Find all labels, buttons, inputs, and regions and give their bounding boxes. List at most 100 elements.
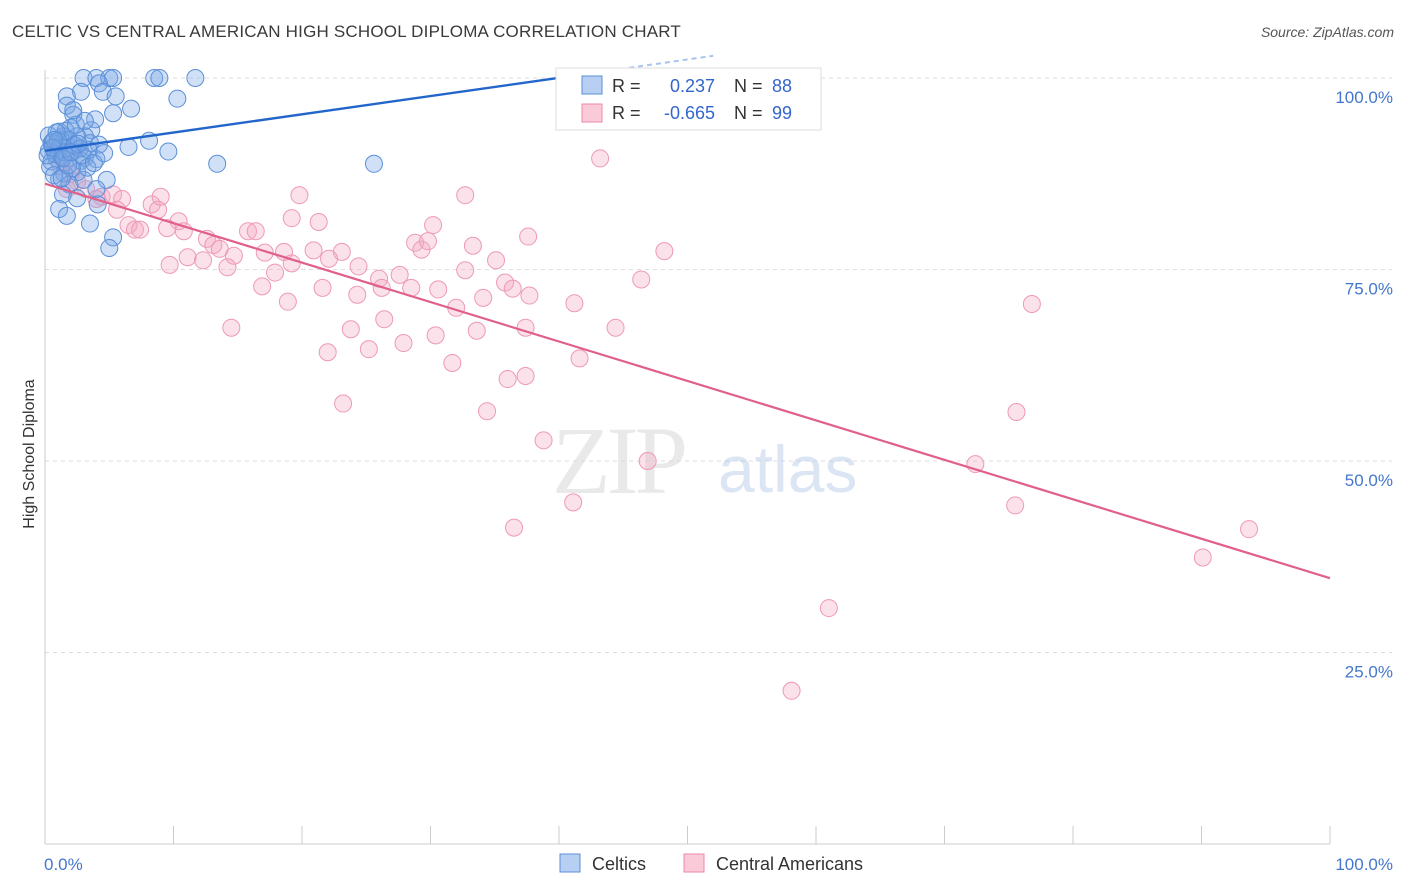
stats-n-label-celtics: N =: [734, 76, 763, 96]
central-americans-point-25: [125, 220, 144, 239]
central-americans-point-86: [334, 394, 353, 413]
celtics-point-53: [80, 214, 99, 233]
central-americans-point-93: [1006, 496, 1025, 515]
celtics-trend-line: [44, 72, 585, 152]
x-tick-label-min: 0.0%: [44, 855, 83, 874]
celtics-point-52: [57, 206, 76, 225]
celtics-point-85: [44, 131, 63, 150]
central-americans-point-96: [1193, 548, 1212, 567]
central-americans-point-2: [591, 149, 610, 168]
celtics-points: [38, 69, 383, 258]
central-americans-point-74: [341, 320, 360, 339]
chart-source: Source: ZipAtlas.com: [1260, 24, 1394, 40]
celtics-point-6: [186, 69, 205, 87]
chart-title: CELTIC VS CENTRAL AMERICAN HIGH SCHOOL D…: [12, 22, 681, 41]
central-americans-point-37: [406, 233, 425, 252]
stats-n-value-central: 99: [772, 103, 792, 123]
central-americans-point-26: [131, 220, 150, 239]
celtics-point-64: [41, 157, 60, 176]
central-americans-point-78: [426, 326, 445, 345]
celtics-point-82: [64, 101, 83, 120]
central-americans-point-89: [534, 431, 553, 450]
central-americans-point-95: [1240, 520, 1259, 539]
stats-r-label-celtics: R =: [612, 76, 641, 96]
central-americans-point-21: [282, 209, 301, 228]
central-americans-point-94: [505, 518, 524, 537]
central-americans-point-71: [1022, 294, 1041, 313]
central-americans-point-73: [222, 318, 241, 337]
central-americans-point-42: [655, 242, 674, 261]
y-tick-label-100: 100.0%: [1335, 88, 1393, 107]
celtics-point-13: [57, 96, 76, 115]
x-tick-label-max: 100.0%: [1335, 855, 1393, 874]
central-americans-point-58: [313, 278, 332, 297]
watermark-atlas: atlas: [718, 432, 857, 506]
central-americans-point-56: [266, 263, 285, 282]
stats-legend-swatch-celtics: [581, 75, 603, 95]
central-americans-point-57: [253, 277, 272, 296]
bottom-legend-label-central: Central Americans: [716, 854, 863, 874]
grid-lines: [45, 77, 1392, 653]
central-americans-point-30: [246, 222, 265, 241]
central-americans-point-17: [290, 186, 309, 205]
central-americans-point-35: [304, 241, 323, 260]
x-tick-marks: [44, 826, 1331, 844]
central-americans-point-24: [119, 216, 138, 235]
central-americans-point-63: [503, 279, 522, 298]
bottom-legend: Celtics Central Americans: [559, 853, 863, 874]
central-americans-point-22: [309, 213, 328, 232]
tick-labels: 0.0% 100.0% 25.0% 50.0% 75.0% 100.0%: [44, 88, 1393, 874]
central-americans-point-29: [239, 222, 258, 241]
central-americans-point-80: [359, 340, 378, 359]
central-americans-point-55: [390, 265, 409, 284]
celtics-point-78: [52, 169, 71, 188]
stats-n-label-central: N =: [734, 103, 763, 123]
stats-legend: R = 0.237 N = 88 R = -0.665 N = 99: [555, 67, 822, 131]
central-americans-point-83: [443, 353, 462, 372]
central-americans-point-54: [456, 261, 475, 280]
central-americans-point-97: [819, 599, 838, 618]
celtics-point-55: [100, 239, 119, 258]
trend-lines: [44, 54, 1331, 580]
central-americans-point-41: [519, 227, 538, 246]
celtics-point-39: [208, 154, 227, 173]
stats-legend-swatch-central: [581, 103, 603, 123]
central-americans-point-75: [467, 321, 486, 340]
central-americans-point-68: [278, 292, 297, 311]
central-americans-point-84: [516, 366, 535, 385]
central-americans-point-87: [478, 402, 497, 421]
celtics-point-12: [168, 89, 187, 108]
celtics-point-81: [95, 144, 114, 163]
celtics-point-69: [66, 115, 85, 134]
central-americans-point-67: [520, 286, 539, 305]
central-americans-point-70: [565, 294, 584, 313]
y-tick-label-25: 25.0%: [1345, 663, 1393, 682]
stats-r-value-central: -0.665: [664, 103, 715, 123]
bottom-legend-swatch-celtics: [559, 853, 581, 873]
central-americans-point-81: [318, 343, 337, 362]
celtics-point-3: [104, 69, 123, 87]
y-axis-label: High School Diploma: [21, 379, 38, 529]
stats-r-label-central: R =: [612, 103, 641, 123]
celtics-point-7: [89, 74, 108, 93]
stats-n-value-celtics: 88: [772, 76, 792, 96]
central-americans-trend-line: [44, 182, 1331, 580]
celtics-point-15: [104, 104, 123, 123]
y-tick-label-50: 50.0%: [1345, 471, 1393, 490]
central-americans-points: [46, 69, 1259, 700]
central-americans-point-49: [487, 251, 506, 270]
celtics-point-45: [97, 170, 116, 189]
central-americans-point-98: [782, 681, 801, 700]
central-americans-point-48: [319, 249, 338, 268]
celtics-point-47: [87, 180, 106, 199]
celtics-point-8: [71, 82, 90, 101]
celtics-point-14: [122, 99, 141, 118]
central-americans-point-82: [570, 349, 589, 368]
central-americans-point-40: [463, 236, 482, 255]
celtics-point-83: [75, 111, 94, 130]
central-americans-point-77: [606, 318, 625, 337]
central-americans-point-64: [632, 270, 651, 289]
central-americans-point-16: [151, 187, 170, 206]
central-americans-point-66: [474, 288, 493, 307]
celtics-point-33: [159, 142, 178, 161]
